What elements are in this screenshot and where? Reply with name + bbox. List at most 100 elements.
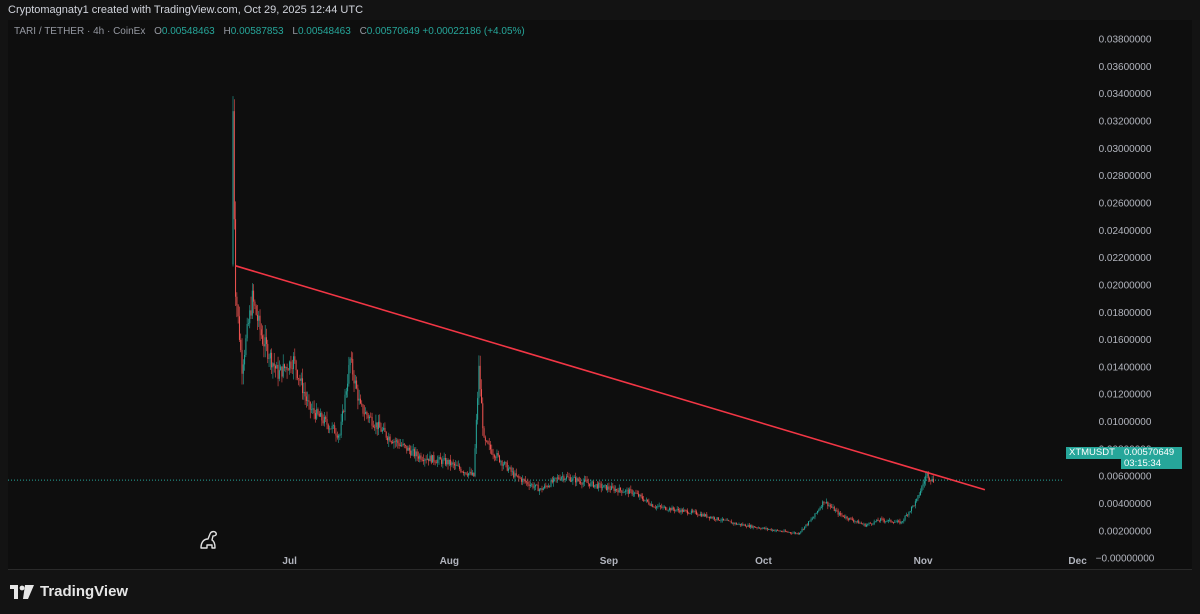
candle-up <box>538 489 540 492</box>
candle-down <box>706 514 708 518</box>
candle-up <box>667 510 669 511</box>
candle-down <box>493 455 495 458</box>
candle-down <box>770 529 772 531</box>
candle-down <box>513 471 515 478</box>
candle-down <box>760 528 762 530</box>
candle-down <box>649 504 651 506</box>
candle-down <box>389 436 391 442</box>
candle-up <box>818 509 820 511</box>
candle-down <box>265 337 267 344</box>
candle-up <box>344 394 346 412</box>
candle-down <box>723 518 725 520</box>
candle-down <box>877 519 879 521</box>
candle-up <box>339 435 341 436</box>
candle-up <box>276 364 278 369</box>
candle-down <box>567 476 569 478</box>
candle-up <box>590 482 592 487</box>
candle-up <box>845 516 847 518</box>
candle-up <box>710 517 712 519</box>
candle-down <box>881 518 883 520</box>
candle-up <box>329 428 331 430</box>
candle-up <box>724 519 726 521</box>
candle-down <box>855 521 857 522</box>
candle-up <box>720 520 722 522</box>
y-axis-ticks: 0.03800000 0.03600000 0.03400000 0.03200000… <box>1096 35 1155 565</box>
trendline[interactable] <box>235 265 986 491</box>
candle-up <box>246 323 248 339</box>
candle-up <box>531 484 533 485</box>
candle-down <box>384 427 386 432</box>
candle-up <box>312 408 314 410</box>
candle-down <box>459 465 461 469</box>
candle-down <box>913 505 915 507</box>
candle-up <box>258 315 260 321</box>
candle-up <box>765 528 767 529</box>
plot-area[interactable] <box>8 20 1063 569</box>
candle-down <box>630 489 632 491</box>
candle-up <box>303 391 305 394</box>
candle-up <box>602 487 604 489</box>
candle-up <box>683 510 685 512</box>
x-tick-label: Dec <box>1068 556 1087 567</box>
candle-up <box>895 521 897 523</box>
candle-down <box>510 467 512 472</box>
y-tick-label: 0.01200000 <box>1099 390 1152 401</box>
candle-up <box>912 505 914 507</box>
candle-up <box>347 383 349 392</box>
candle-up <box>775 529 777 531</box>
candle-down <box>898 520 900 522</box>
candle-down <box>831 506 833 508</box>
dino-icon[interactable] <box>198 528 220 550</box>
candle-down <box>374 426 376 428</box>
candle-down <box>302 378 304 394</box>
candle-down <box>864 523 866 527</box>
candle-up <box>511 471 513 473</box>
candle-down <box>490 444 491 450</box>
candle-down <box>635 492 637 494</box>
candle-down <box>850 517 852 519</box>
candle-up <box>611 486 613 490</box>
y-tick-label: 0.02800000 <box>1099 171 1152 182</box>
candle-up <box>896 520 898 522</box>
candle-down <box>470 471 472 475</box>
candle-up <box>808 521 810 525</box>
candle-down <box>580 481 582 484</box>
candle-down <box>515 473 517 476</box>
candle-up <box>573 477 575 478</box>
candle-up <box>508 468 510 471</box>
candle-down <box>581 483 583 485</box>
candle-down <box>294 356 296 361</box>
candle-down <box>403 443 405 446</box>
candle-up <box>533 486 535 488</box>
candle-up <box>645 499 647 501</box>
candle-up <box>747 524 749 527</box>
candle-up <box>726 520 728 521</box>
candle-down <box>287 369 289 371</box>
symbol-title[interactable]: TARI / TETHER · 4h · CoinEx <box>14 26 146 37</box>
candle-down <box>703 514 705 517</box>
candle-down <box>356 380 358 389</box>
candle-down <box>555 477 557 479</box>
candle-down <box>387 437 388 441</box>
candle-down <box>430 455 432 463</box>
candle-down <box>648 501 650 505</box>
candle-up <box>873 521 875 524</box>
candle-down <box>696 511 697 515</box>
candle-up <box>618 487 620 493</box>
candle-up <box>582 482 584 485</box>
y-tick-label: 0.03200000 <box>1099 117 1152 128</box>
tradingview-logo[interactable]: TradingView <box>10 583 128 600</box>
candle-up <box>894 522 896 523</box>
candle-down <box>238 316 240 340</box>
candle-up <box>331 425 333 429</box>
candle-down <box>466 474 468 476</box>
last-price-value: 0.00570649 <box>1124 447 1175 458</box>
candle-down <box>719 520 721 521</box>
price-axis[interactable] <box>1063 20 1192 569</box>
candle-down <box>612 486 614 488</box>
candle-up <box>340 421 342 436</box>
candle-down <box>729 520 731 522</box>
candle-up <box>285 367 287 369</box>
candle-up <box>323 417 325 424</box>
